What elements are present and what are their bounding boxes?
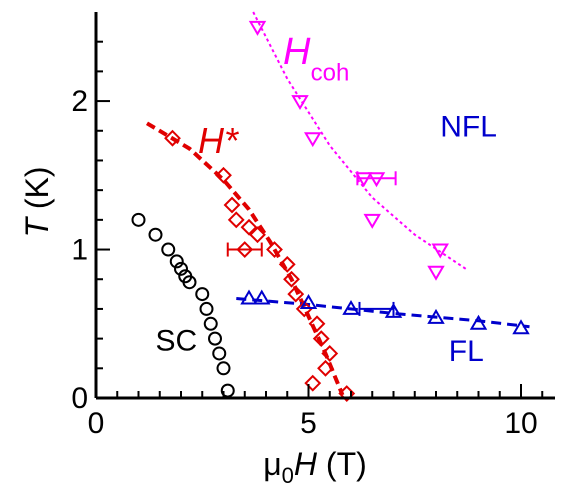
hstar-fit-line [145,121,345,396]
hcoh-point [248,20,267,36]
hstar-point [249,226,266,244]
x-axis-label: μ0H (T) [263,446,367,485]
y-axis-label-unit: (K) [19,166,55,218]
sc-point [131,212,146,227]
sc-point [212,346,227,361]
fl-fit-line [236,297,530,329]
hstar-point [295,300,313,318]
error-bars [226,171,397,316]
hcoh-point [427,265,445,281]
fl-point [253,289,271,305]
axes: 0 5 10 0 1 2 [71,12,555,440]
hcoh-point [431,243,449,259]
sc-point [199,301,214,316]
sc-point [182,275,197,290]
y-axis-label: T (K) [19,166,55,237]
x-axis-label-unit: (T) [317,446,367,482]
sc_label: SC [156,324,198,357]
hstar_label: H* [198,120,239,161]
fl-point [384,302,403,318]
fl-point [427,308,445,324]
hcoh_label_sub: coh [311,59,350,86]
y-tick-label: 1 [71,234,88,267]
hstar-point [236,241,254,258]
hstar-point [240,218,258,236]
hcoh-point [304,132,322,148]
hstar-point [266,241,283,258]
hcoh-point [363,213,381,229]
fl-point [240,289,258,305]
x-axis-label-italic: H [294,446,318,482]
hstar-point [278,255,296,273]
sc-point [208,331,222,346]
hcoh_label_main: H [283,31,311,73]
annotations: SC FL NFL H* H coh [156,31,497,368]
hstar-point [223,196,241,214]
hstar-point [312,330,330,348]
x-tick-label: 0 [88,407,105,440]
fl-point [469,314,488,330]
hstar-point [321,345,339,362]
y-axis-label-italic: T [19,216,55,238]
sc-point [169,254,184,269]
x-axis-label-main: μ [263,446,281,482]
fit-lines [145,11,530,396]
fl-point [342,299,360,315]
sc-point [148,227,163,242]
fl-point [512,319,530,335]
y-tick-label: 2 [71,85,88,118]
hstar-point [227,211,245,229]
fl_label: FL [449,335,484,368]
sc-point [174,261,188,276]
hstar-point [283,270,300,288]
sc-point [161,242,176,257]
sc-point [195,287,210,302]
nfl_label: NFL [440,111,497,144]
hstar-point [287,285,305,303]
hcoh-point [367,172,386,188]
x-tick-label: 10 [504,407,537,440]
sc-point [216,361,231,376]
x-tick-label: 5 [300,407,317,440]
hstar-point [317,359,334,377]
hstar-point [215,166,232,184]
hcoh-fit-line [252,11,467,270]
hcoh-point [355,172,373,188]
hstar-point [308,315,326,333]
hcoh-point [291,95,309,111]
sc-point [203,316,218,331]
fl-point [299,293,318,309]
x-axis-label-sub: 0 [282,463,294,485]
hstar-point [304,374,322,392]
hstar-point [164,129,181,147]
y-tick-label: 0 [71,382,88,415]
data-markers [131,20,530,402]
